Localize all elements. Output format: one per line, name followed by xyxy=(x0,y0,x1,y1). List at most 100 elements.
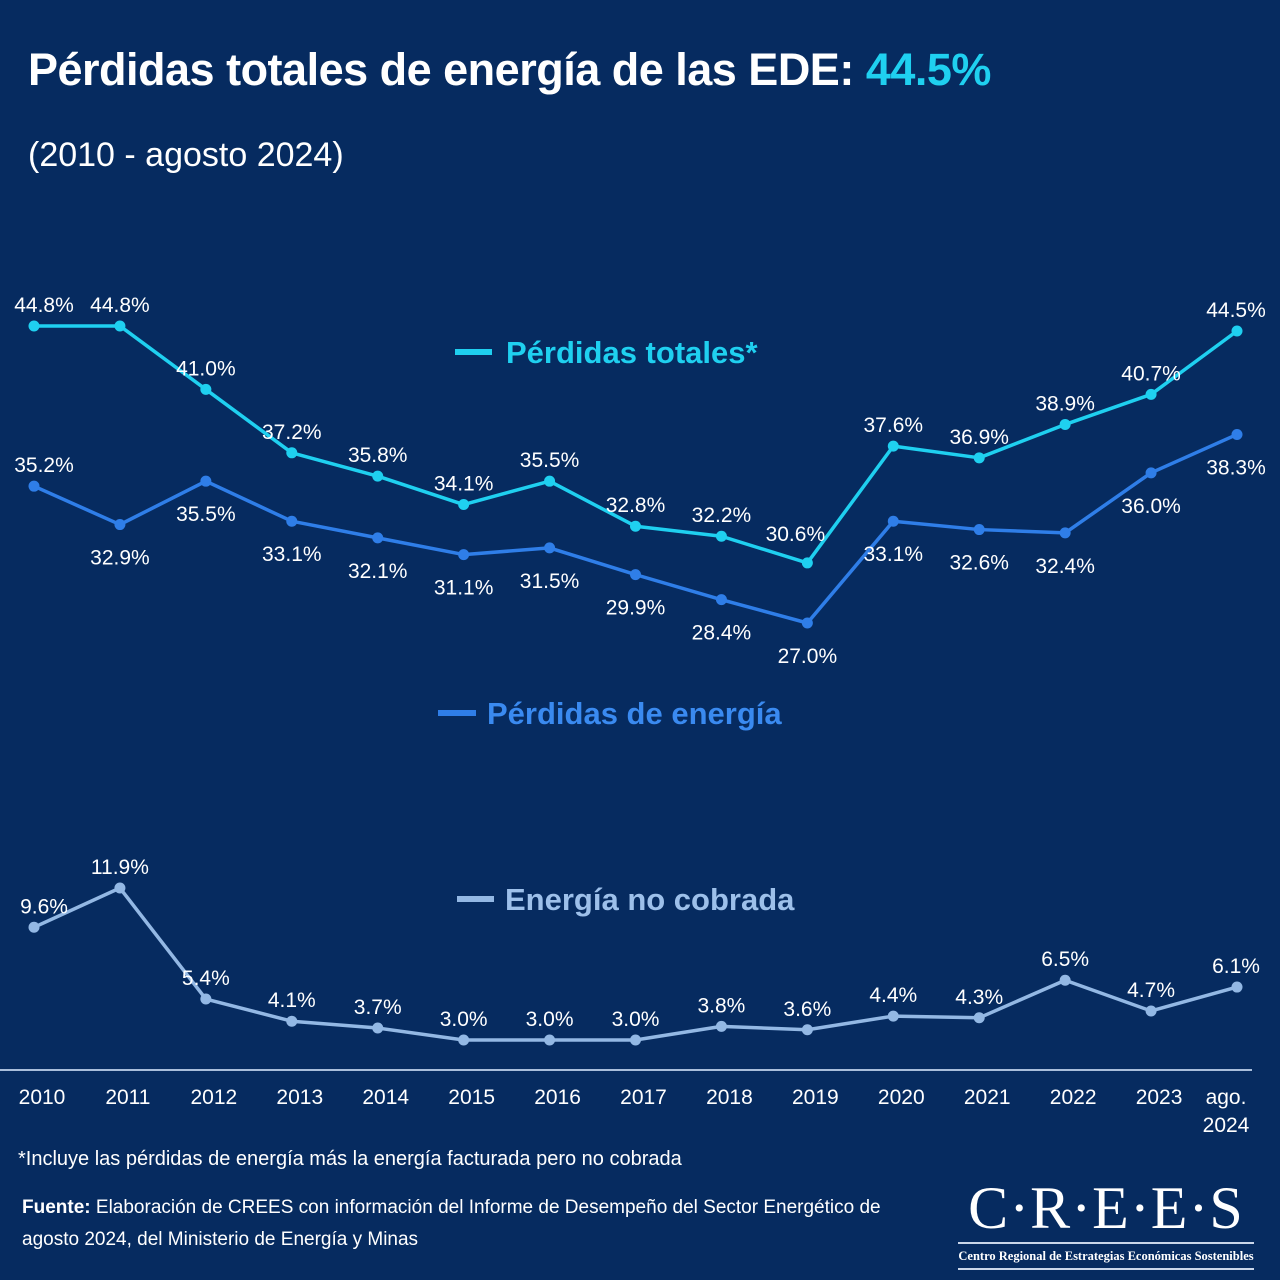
source-label: Fuente: xyxy=(22,1197,91,1218)
data-point-perdidas-totales xyxy=(286,447,298,459)
data-label-perdidas-totales: 36.9% xyxy=(949,426,1009,449)
data-label-perdidas-energia: 33.1% xyxy=(262,543,322,566)
x-tick-label: 2018 xyxy=(706,1086,753,1109)
data-point-energia-no-cobrada xyxy=(715,1020,727,1032)
source-text: Elaboración de CREES con información del… xyxy=(22,1197,881,1250)
x-tick-label-line: ago. xyxy=(1206,1086,1247,1109)
data-label-perdidas-totales: 32.8% xyxy=(606,494,666,517)
x-tick-label: 2017 xyxy=(620,1086,667,1109)
data-label-perdidas-totales: 35.8% xyxy=(348,444,408,467)
x-tick-label-line: 2014 xyxy=(362,1086,409,1109)
data-point-perdidas-energia xyxy=(28,480,40,492)
data-point-perdidas-totales xyxy=(114,320,126,332)
series-perdidas-energia xyxy=(28,428,1243,629)
logo-wordmark: C·R·E·E·S xyxy=(968,1175,1244,1241)
data-point-perdidas-totales xyxy=(1231,325,1243,337)
data-label-perdidas-totales: 41.0% xyxy=(176,357,236,380)
data-point-perdidas-energia xyxy=(1059,527,1071,539)
data-point-perdidas-energia xyxy=(114,519,126,531)
data-point-perdidas-totales xyxy=(887,440,899,452)
data-label-energia-no-cobrada: 3.0% xyxy=(612,1008,660,1031)
data-point-perdidas-totales xyxy=(458,499,470,511)
data-label-perdidas-energia: 35.5% xyxy=(176,503,236,526)
x-tick-label-line: 2012 xyxy=(190,1086,237,1109)
data-label-energia-no-cobrada: 6.1% xyxy=(1212,955,1260,978)
crees-logo: C·R·E·E·S Centro Regional de Estrategias… xyxy=(958,1176,1254,1272)
data-point-energia-no-cobrada xyxy=(286,1015,298,1027)
data-label-perdidas-totales: 38.9% xyxy=(1035,392,1095,415)
data-label-perdidas-totales: 37.2% xyxy=(262,421,322,444)
title-text: Pérdidas totales de energía de las EDE: xyxy=(28,44,854,95)
data-label-perdidas-energia: 29.9% xyxy=(606,597,666,620)
legend-item-perdidas-totales: Pérdidas totales* xyxy=(455,335,758,370)
logo-divider-top xyxy=(958,1242,1254,1244)
x-tick-label-line: 2013 xyxy=(276,1086,323,1109)
data-point-perdidas-energia xyxy=(544,542,556,554)
data-point-perdidas-totales xyxy=(372,470,384,482)
data-label-perdidas-totales: 30.6% xyxy=(766,523,826,546)
data-label-perdidas-energia: 38.3% xyxy=(1206,456,1266,479)
data-point-perdidas-totales xyxy=(1145,388,1157,400)
title-highlight-value: 44.5% xyxy=(865,44,992,95)
x-tick-label: 2023 xyxy=(1136,1086,1183,1109)
data-point-energia-no-cobrada xyxy=(973,1012,985,1024)
data-label-energia-no-cobrada: 4.3% xyxy=(955,986,1003,1009)
x-tick-label: 2016 xyxy=(534,1086,581,1109)
data-label-perdidas-totales: 37.6% xyxy=(864,414,924,437)
data-label-energia-no-cobrada: 3.8% xyxy=(697,994,745,1017)
x-tick-label-line: 2022 xyxy=(1050,1086,1097,1109)
data-label-perdidas-energia: 32.9% xyxy=(90,547,150,570)
data-point-energia-no-cobrada xyxy=(372,1022,384,1034)
page-subtitle: (2010 - agosto 2024) xyxy=(28,136,344,174)
data-point-perdidas-energia xyxy=(1145,467,1157,479)
page-title: Pérdidas totales de energía de las EDE: … xyxy=(28,44,991,96)
data-label-energia-no-cobrada: 3.6% xyxy=(783,998,831,1021)
data-point-energia-no-cobrada xyxy=(630,1034,641,1046)
data-label-energia-no-cobrada: 11.9% xyxy=(91,856,149,879)
data-point-perdidas-energia xyxy=(372,532,384,544)
data-label-perdidas-energia: 31.5% xyxy=(520,570,580,593)
data-label-energia-no-cobrada: 4.4% xyxy=(869,984,917,1007)
data-point-perdidas-totales xyxy=(28,320,40,332)
x-tick-label: 2011 xyxy=(105,1086,150,1109)
data-label-energia-no-cobrada: 9.6% xyxy=(20,895,68,918)
data-label-perdidas-energia: 33.1% xyxy=(864,543,924,566)
data-label-perdidas-energia: 32.1% xyxy=(348,560,408,583)
data-label-perdidas-totales: 32.2% xyxy=(692,504,752,527)
data-point-energia-no-cobrada xyxy=(801,1024,813,1036)
data-label-perdidas-totales: 44.8% xyxy=(90,294,150,317)
x-tick-label-line: 2023 xyxy=(1136,1086,1183,1109)
x-tick-label-line: 2010 xyxy=(19,1086,66,1109)
x-tick-label-line: 2024 xyxy=(1203,1114,1250,1137)
x-tick-label-line: 2019 xyxy=(792,1086,839,1109)
x-tick-label: 2012 xyxy=(190,1086,237,1109)
x-tick-label-line: 2020 xyxy=(878,1086,925,1109)
x-tick-label-line: 2015 xyxy=(448,1086,495,1109)
legend-item-perdidas-energia: Pérdidas de energía xyxy=(438,696,782,731)
x-tick-label-line: 2016 xyxy=(534,1086,581,1109)
x-tick-label: 2022 xyxy=(1050,1086,1097,1109)
data-point-perdidas-energia xyxy=(1231,428,1243,440)
data-label-perdidas-totales: 34.1% xyxy=(434,473,494,496)
data-point-perdidas-totales xyxy=(801,557,813,569)
legend-label-energia-no-cobrada: Energía no cobrada xyxy=(505,882,795,917)
data-point-perdidas-totales xyxy=(715,530,727,542)
data-point-energia-no-cobrada xyxy=(887,1010,899,1022)
series-perdidas-totales xyxy=(28,320,1243,569)
x-tick-label-line: 2018 xyxy=(706,1086,753,1109)
x-tick-label-line: 2021 xyxy=(964,1086,1011,1109)
data-label-perdidas-totales: 35.5% xyxy=(520,449,580,472)
data-label-energia-no-cobrada: 3.0% xyxy=(526,1008,574,1031)
legend-label-perdidas-totales: Pérdidas totales* xyxy=(506,335,758,370)
data-point-perdidas-totales xyxy=(1059,418,1071,430)
data-point-perdidas-totales xyxy=(973,452,985,464)
data-label-perdidas-totales: 44.8% xyxy=(14,294,74,317)
data-label-energia-no-cobrada: 5.4% xyxy=(182,967,230,990)
data-point-energia-no-cobrada xyxy=(1059,974,1071,986)
data-label-perdidas-totales: 40.7% xyxy=(1121,362,1181,385)
logo-tagline: Centro Regional de Estrategias Económica… xyxy=(958,1249,1254,1263)
data-label-energia-no-cobrada: 6.5% xyxy=(1041,948,1089,971)
x-tick-label: ago. 2024 xyxy=(1203,1086,1250,1137)
legend-item-energia-no-cobrada: Energía no cobrada xyxy=(457,882,795,917)
